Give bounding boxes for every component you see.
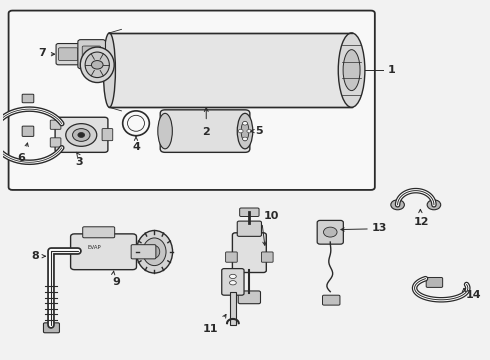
FancyBboxPatch shape bbox=[317, 220, 343, 244]
Text: 3: 3 bbox=[75, 157, 83, 167]
Text: 7: 7 bbox=[39, 48, 47, 58]
Text: 12: 12 bbox=[414, 217, 430, 227]
FancyBboxPatch shape bbox=[22, 94, 34, 103]
Circle shape bbox=[427, 200, 441, 210]
FancyBboxPatch shape bbox=[238, 291, 261, 304]
Ellipse shape bbox=[143, 238, 166, 266]
FancyBboxPatch shape bbox=[50, 138, 61, 147]
Text: 11: 11 bbox=[203, 324, 219, 334]
Text: 6: 6 bbox=[17, 153, 25, 163]
Text: 9: 9 bbox=[113, 278, 121, 288]
Ellipse shape bbox=[149, 246, 160, 258]
FancyBboxPatch shape bbox=[44, 323, 59, 333]
Text: 10: 10 bbox=[264, 211, 279, 221]
Text: 8: 8 bbox=[31, 251, 39, 261]
Ellipse shape bbox=[158, 113, 172, 149]
Circle shape bbox=[66, 123, 97, 146]
FancyBboxPatch shape bbox=[222, 269, 244, 295]
FancyBboxPatch shape bbox=[322, 295, 340, 305]
Bar bbox=[230, 292, 236, 325]
FancyBboxPatch shape bbox=[22, 126, 34, 136]
FancyBboxPatch shape bbox=[50, 120, 61, 129]
Text: EVAP: EVAP bbox=[88, 245, 102, 250]
FancyBboxPatch shape bbox=[102, 129, 113, 141]
Circle shape bbox=[243, 122, 247, 125]
FancyBboxPatch shape bbox=[56, 44, 80, 65]
Ellipse shape bbox=[122, 111, 149, 136]
FancyBboxPatch shape bbox=[225, 252, 237, 262]
Ellipse shape bbox=[127, 115, 145, 131]
Ellipse shape bbox=[229, 281, 236, 285]
Circle shape bbox=[73, 129, 90, 141]
Text: 2: 2 bbox=[202, 127, 210, 137]
Ellipse shape bbox=[241, 121, 249, 141]
Ellipse shape bbox=[80, 47, 114, 82]
Text: 4: 4 bbox=[132, 142, 140, 152]
FancyBboxPatch shape bbox=[426, 278, 442, 287]
Circle shape bbox=[323, 227, 337, 237]
Circle shape bbox=[78, 132, 85, 138]
FancyBboxPatch shape bbox=[131, 245, 156, 259]
Circle shape bbox=[92, 60, 103, 69]
Ellipse shape bbox=[229, 274, 236, 279]
Ellipse shape bbox=[237, 113, 253, 149]
Circle shape bbox=[243, 137, 247, 141]
Bar bbox=[109, 33, 352, 107]
Text: 5: 5 bbox=[255, 126, 262, 136]
Ellipse shape bbox=[136, 230, 172, 273]
Circle shape bbox=[391, 200, 404, 210]
FancyBboxPatch shape bbox=[160, 110, 250, 152]
FancyBboxPatch shape bbox=[55, 117, 108, 152]
Text: 14: 14 bbox=[466, 290, 481, 300]
FancyBboxPatch shape bbox=[82, 46, 100, 62]
FancyBboxPatch shape bbox=[262, 252, 273, 262]
FancyBboxPatch shape bbox=[83, 227, 115, 238]
Circle shape bbox=[247, 129, 252, 133]
FancyBboxPatch shape bbox=[58, 48, 78, 60]
Circle shape bbox=[238, 129, 243, 133]
Text: 1: 1 bbox=[388, 65, 395, 75]
Ellipse shape bbox=[338, 33, 365, 107]
FancyBboxPatch shape bbox=[232, 233, 267, 273]
FancyBboxPatch shape bbox=[71, 234, 137, 270]
Ellipse shape bbox=[343, 50, 360, 91]
FancyBboxPatch shape bbox=[237, 221, 262, 237]
FancyBboxPatch shape bbox=[78, 40, 105, 69]
Ellipse shape bbox=[103, 33, 116, 107]
Text: 13: 13 bbox=[372, 223, 387, 233]
FancyBboxPatch shape bbox=[9, 10, 375, 190]
FancyBboxPatch shape bbox=[240, 208, 259, 216]
Ellipse shape bbox=[85, 52, 109, 77]
